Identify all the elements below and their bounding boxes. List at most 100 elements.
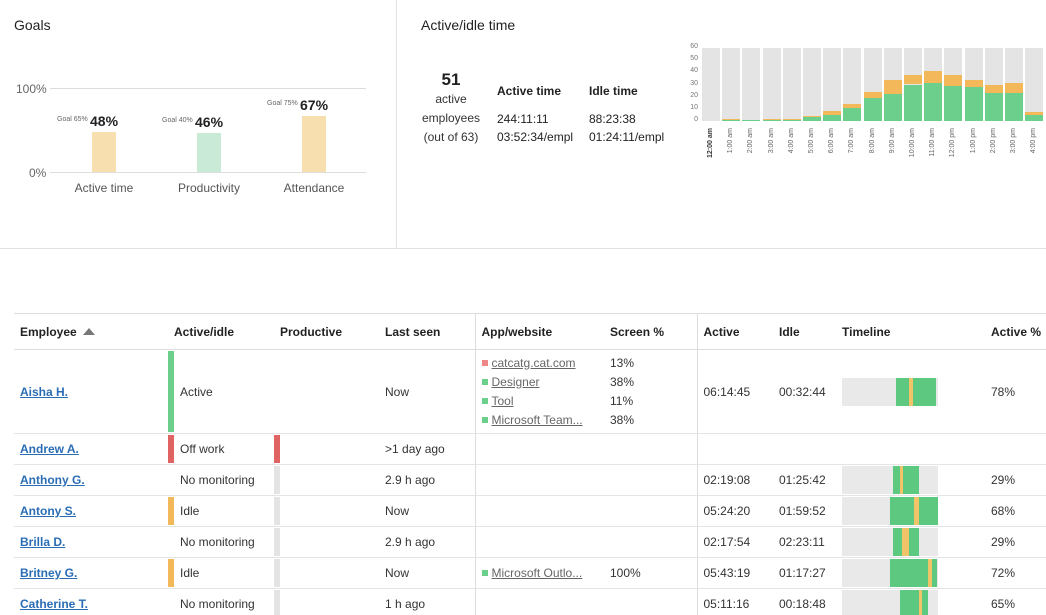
hourly-idle-bar[interactable] — [782, 118, 801, 120]
hourly-active-bar[interactable] — [904, 84, 922, 121]
employee-name-link[interactable]: Britney G. — [20, 566, 78, 580]
screen-pct-cell — [604, 588, 697, 615]
employee-name-link[interactable]: Anthony G. — [20, 473, 85, 487]
status-cell: Idle — [168, 495, 274, 527]
app-name-link[interactable]: Designer — [491, 374, 540, 389]
productive-cell — [274, 433, 379, 465]
goal-attendance-label: Attendance — [283, 181, 345, 195]
goal-active-time-bar[interactable] — [92, 131, 116, 172]
activity-timeline[interactable] — [842, 377, 938, 406]
hourly-idle-bar[interactable] — [904, 74, 922, 85]
hourly-idle-bar[interactable] — [984, 84, 1003, 94]
table-row[interactable]: Andrew A. Off work >1 day ago — [14, 433, 1046, 465]
hourly-idle-bar[interactable] — [823, 111, 842, 115]
app-name-link[interactable]: Tool — [491, 393, 514, 408]
employee-name-link[interactable]: Antony S. — [20, 504, 76, 518]
hourly-idle-bar[interactable] — [964, 79, 983, 87]
productivity-indicator — [274, 497, 280, 525]
goals-axis-bottom: 0% — [29, 166, 47, 180]
hourly-idle-bar[interactable] — [722, 118, 741, 120]
active-column-header[interactable]: Active — [696, 313, 773, 350]
last-seen-cell: >1 day ago — [379, 433, 475, 465]
hourly-active-bar[interactable] — [722, 119, 741, 121]
activity-timeline[interactable] — [842, 466, 938, 494]
active-pct-column-header[interactable]: Active % — [985, 313, 1046, 350]
hourly-active-bar[interactable] — [823, 114, 842, 121]
employee-name-link[interactable]: Catherine T. — [20, 597, 89, 611]
hourly-idle-bar[interactable] — [924, 71, 943, 84]
last-seen-column-header[interactable]: Last seen — [379, 313, 475, 350]
hourly-active-bar[interactable] — [964, 86, 983, 121]
active-pct-cell: 68% — [985, 495, 1046, 527]
activity-timeline[interactable] — [842, 528, 938, 556]
active-time-cell: 06:14:45 — [696, 349, 773, 434]
hourly-active-bar[interactable] — [742, 119, 761, 121]
app-name-link[interactable]: Microsoft Team... — [491, 412, 583, 427]
status-column-header[interactable]: Active/idle — [168, 313, 274, 350]
hourly-active-bar[interactable] — [803, 117, 821, 121]
status-indicator — [168, 351, 174, 432]
hourly-active-bar[interactable] — [944, 85, 963, 121]
hourly-active-bar[interactable] — [762, 119, 781, 121]
table-row[interactable]: Aisha H. Active Now catcatg.cat.com Designer… — [14, 349, 1046, 434]
screen-column-header[interactable]: Screen % — [604, 313, 697, 350]
table-row[interactable]: Catherine T. No monitoring 1 h ago 05:11:16… — [14, 588, 1046, 615]
goal-attendance-bar[interactable] — [302, 115, 326, 172]
hourly-active-bar[interactable] — [1005, 93, 1023, 121]
hourly-idle-bar[interactable] — [843, 103, 862, 108]
app-name-link[interactable]: catcatg.cat.com — [491, 355, 576, 370]
table-row[interactable]: Brilla D. No monitoring 2.9 h ago 02:17:54 0… — [14, 526, 1046, 558]
goal-productivity-bar[interactable] — [197, 133, 221, 172]
app-column-header[interactable]: App/website — [474, 313, 604, 350]
status-cell: Off work — [168, 433, 274, 465]
table-row[interactable]: Anthony G. No monitoring 2.9 h ago 02:19:08… — [14, 464, 1046, 496]
employee-column-header[interactable]: Employee — [14, 313, 168, 350]
employee-name-link[interactable]: Brilla D. — [20, 535, 66, 549]
timeline-segment — [903, 466, 919, 494]
productive-column-header[interactable]: Productive — [274, 313, 379, 350]
activity-timeline[interactable] — [842, 590, 938, 615]
hourly-active-bar[interactable] — [883, 94, 902, 121]
hourly-idle-bar[interactable] — [1025, 112, 1044, 115]
employee-name-link[interactable]: Andrew A. — [20, 442, 79, 456]
goals-gridline-top — [50, 88, 366, 89]
table-row[interactable]: Antony S. Idle Now 05:24:20 01:59:52 68% — [14, 495, 1046, 527]
timeline-segment — [892, 466, 900, 494]
hourly-x-label: 3:00 am — [767, 128, 775, 154]
hourly-idle-bar[interactable] — [762, 118, 781, 120]
timeline-segment — [895, 377, 912, 406]
hourly-x-label: 3:00 pm — [1010, 128, 1017, 154]
employee-cell: Antony S. — [14, 495, 168, 527]
goal-productivity-label: Productivity — [177, 181, 241, 195]
hourly-active-bar[interactable] — [924, 83, 943, 121]
app-name-link[interactable]: Microsoft Outlo... — [491, 565, 583, 580]
hourly-active-bar[interactable] — [1025, 114, 1044, 121]
hourly-active-bar[interactable] — [984, 93, 1003, 121]
hourly-bar-background — [722, 48, 741, 121]
hourly-idle-bar[interactable] — [1005, 83, 1023, 93]
idle-time-cell: 00:18:48 — [773, 588, 836, 615]
employee-name-link[interactable]: Aisha H. — [20, 384, 69, 399]
app-cell: catcatg.cat.com Designer Tool Microsoft Tea… — [474, 349, 604, 434]
timeline-column-header[interactable]: Timeline — [836, 313, 985, 350]
hourly-idle-bar[interactable] — [883, 79, 902, 95]
idle-column-header[interactable]: Idle — [773, 313, 836, 350]
hourly-idle-bar[interactable] — [944, 74, 963, 86]
activity-timeline[interactable] — [842, 497, 938, 525]
timeline-segment — [932, 559, 938, 587]
hourly-active-bar[interactable] — [782, 119, 801, 121]
hourly-idle-bar[interactable] — [863, 91, 882, 98]
screen-pct-cell — [604, 526, 697, 558]
hourly-y-tick: 10 — [690, 103, 698, 111]
hourly-idle-bar[interactable] — [803, 116, 821, 118]
hourly-active-bar[interactable] — [843, 107, 862, 121]
goals-gridline-bottom — [50, 172, 366, 173]
idle-time-summary: Idle time 88:23:38 01:24:11/empl — [589, 82, 664, 146]
hourly-active-bar[interactable] — [863, 97, 882, 121]
table-row[interactable]: Britney G. Idle Now Microsoft Outlo... 100% 0… — [14, 557, 1046, 589]
status-label: No monitoring — [180, 473, 255, 487]
timeline-segment — [918, 497, 938, 525]
sort-ascending-icon[interactable] — [82, 327, 95, 335]
activity-timeline[interactable] — [842, 559, 938, 587]
timeline-cell — [836, 495, 985, 527]
